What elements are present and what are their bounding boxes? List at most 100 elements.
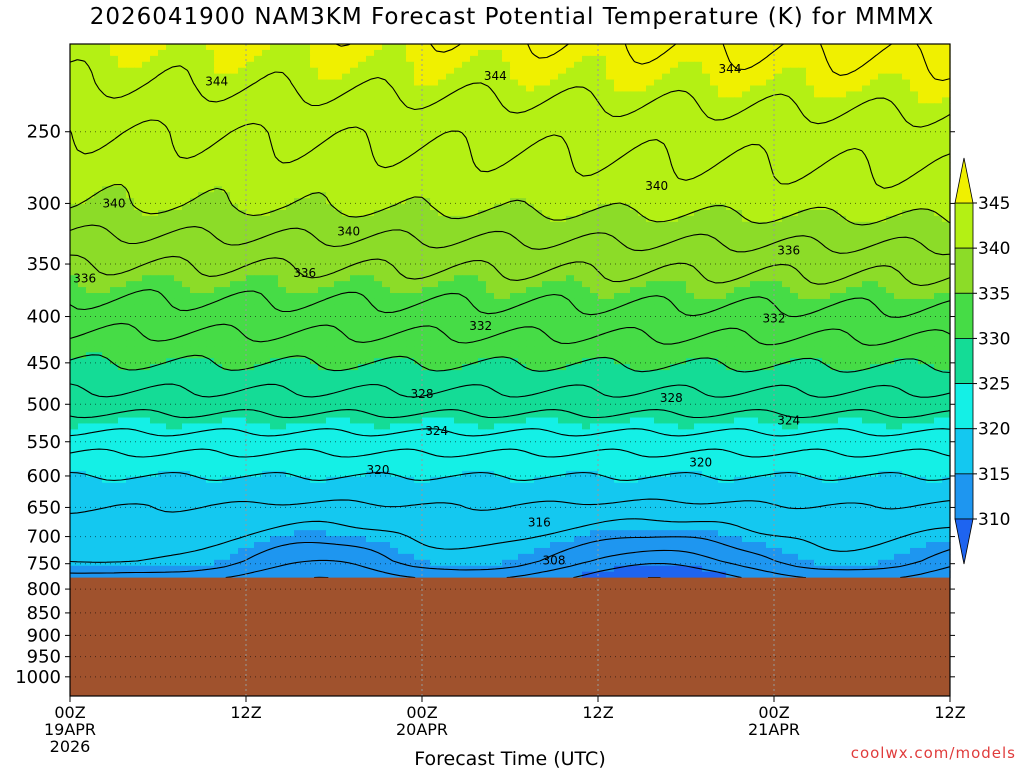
field-cell [886, 67, 895, 75]
field-cell [238, 103, 247, 110]
field-cell [478, 55, 487, 63]
field-cell [166, 257, 175, 264]
field-cell [238, 257, 247, 264]
field-cell [350, 227, 359, 235]
field-cell [286, 127, 295, 134]
field-cell [78, 304, 87, 312]
field-cell [678, 275, 687, 282]
field-cell [374, 269, 383, 276]
field-cell [326, 115, 335, 122]
field-cell [422, 215, 431, 223]
field-cell [510, 55, 519, 63]
field-cell [94, 221, 103, 229]
field-cell [182, 121, 191, 128]
field-cell [134, 293, 143, 300]
field-cell [854, 79, 863, 87]
field-cell [334, 287, 343, 294]
field-cell [686, 204, 695, 211]
field-cell [302, 281, 311, 288]
field-cell [654, 269, 663, 276]
field-cell [766, 251, 775, 259]
field-cell [302, 156, 311, 164]
field-cell [406, 257, 415, 264]
field-cell [590, 61, 599, 69]
field-cell [430, 144, 439, 152]
field-cell [326, 150, 335, 158]
field-cell [94, 293, 103, 300]
field-cell [318, 138, 327, 146]
field-cell [702, 304, 711, 312]
field-cell [438, 85, 447, 93]
field-cell [670, 233, 679, 241]
field-cell [910, 180, 919, 187]
field-cell [470, 281, 479, 288]
field-cell [502, 287, 511, 294]
field-cell [262, 269, 271, 276]
field-cell [878, 103, 887, 110]
field-cell [110, 127, 119, 134]
field-cell [462, 204, 471, 211]
field-cell [742, 162, 751, 170]
field-cell [182, 263, 191, 270]
field-cell [766, 115, 775, 122]
field-cell [734, 49, 743, 57]
field-cell [382, 293, 391, 300]
field-cell [574, 245, 583, 253]
field-cell [142, 115, 151, 122]
field-cell [662, 61, 671, 69]
field-cell [446, 180, 455, 187]
field-cell [494, 121, 503, 128]
field-cell [774, 73, 783, 81]
field-cell [278, 168, 287, 176]
field-cell [366, 227, 375, 235]
field-cell [638, 127, 647, 134]
field-cell [398, 115, 407, 122]
field-cell [758, 85, 767, 93]
field-cell [254, 204, 263, 211]
field-cell [358, 298, 367, 306]
field-cell [246, 174, 255, 181]
field-cell [558, 150, 567, 158]
field-cell [606, 287, 615, 294]
field-cell [790, 109, 799, 116]
field-cell [118, 227, 127, 235]
field-cell [806, 304, 815, 312]
field-cell [374, 281, 383, 288]
field-cell [358, 174, 367, 181]
field-cell [398, 233, 407, 241]
field-cell [726, 67, 735, 75]
field-cell [454, 115, 463, 122]
field-cell [830, 198, 839, 205]
field-cell [830, 192, 839, 199]
field-cell [926, 127, 935, 134]
field-cell [622, 162, 631, 170]
field-cell [782, 221, 791, 229]
field-cell [942, 263, 951, 270]
field-cell [414, 144, 423, 152]
field-cell [446, 144, 455, 152]
field-cell [742, 132, 751, 140]
field-cell [206, 85, 215, 93]
field-cell [342, 156, 351, 164]
field-cell [838, 67, 847, 75]
field-cell [414, 221, 423, 229]
field-cell [334, 215, 343, 223]
field-cell [694, 79, 703, 87]
field-cell [846, 239, 855, 247]
field-cell [750, 168, 759, 176]
field-cell [734, 115, 743, 122]
field-cell [542, 150, 551, 158]
field-cell [174, 162, 183, 170]
field-cell [734, 85, 743, 93]
field-cell [582, 227, 591, 235]
field-cell [286, 227, 295, 235]
field-cell [158, 144, 167, 152]
field-cell [614, 85, 623, 93]
field-cell [78, 61, 87, 69]
field-cell [782, 174, 791, 181]
field-cell [126, 287, 135, 294]
field-cell [126, 215, 135, 223]
field-cell [822, 73, 831, 81]
field-cell [798, 281, 807, 288]
field-cell [902, 121, 911, 128]
